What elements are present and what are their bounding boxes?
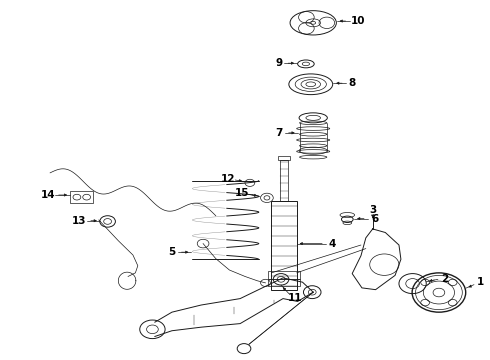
Text: 10: 10	[351, 16, 365, 26]
Bar	[70, 192, 94, 203]
Text: 11: 11	[288, 293, 302, 303]
Text: 7: 7	[275, 128, 283, 138]
Text: 3: 3	[369, 205, 376, 215]
Text: 4: 4	[328, 239, 336, 249]
Bar	[271, 202, 296, 290]
Text: 6: 6	[371, 213, 378, 224]
Text: 12: 12	[221, 174, 236, 184]
Bar	[269, 271, 299, 279]
Text: 5: 5	[168, 247, 175, 257]
Text: 8: 8	[348, 78, 355, 88]
Text: 15: 15	[234, 188, 249, 198]
Bar	[280, 160, 288, 202]
Text: 9: 9	[275, 58, 282, 68]
Text: 14: 14	[40, 190, 55, 200]
Text: 1: 1	[477, 277, 485, 287]
Text: 2: 2	[441, 274, 448, 284]
Bar	[269, 279, 299, 287]
Bar	[278, 156, 290, 160]
Text: 13: 13	[72, 216, 87, 226]
